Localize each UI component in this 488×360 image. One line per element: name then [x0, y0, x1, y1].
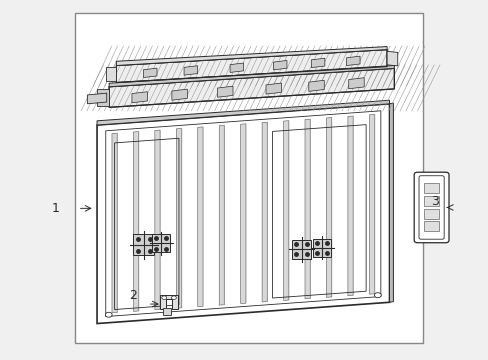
- FancyBboxPatch shape: [413, 172, 448, 243]
- Polygon shape: [183, 66, 197, 75]
- Polygon shape: [116, 46, 386, 66]
- Polygon shape: [368, 114, 374, 294]
- Polygon shape: [97, 89, 109, 105]
- Polygon shape: [197, 127, 203, 307]
- Circle shape: [105, 312, 112, 317]
- Polygon shape: [172, 89, 187, 100]
- Polygon shape: [143, 68, 157, 77]
- Bar: [313, 239, 331, 257]
- Polygon shape: [163, 308, 170, 315]
- Polygon shape: [305, 119, 309, 299]
- Text: 1: 1: [52, 202, 60, 215]
- Polygon shape: [97, 100, 389, 125]
- Polygon shape: [326, 118, 331, 297]
- Bar: [423, 221, 438, 231]
- Polygon shape: [265, 83, 281, 94]
- Bar: [292, 239, 311, 259]
- Polygon shape: [347, 116, 352, 296]
- Polygon shape: [87, 93, 106, 104]
- Polygon shape: [116, 50, 386, 82]
- Text: 2: 2: [129, 289, 137, 302]
- Polygon shape: [283, 121, 288, 300]
- Text: 3: 3: [430, 195, 439, 208]
- Circle shape: [162, 296, 166, 300]
- Polygon shape: [109, 68, 393, 107]
- Circle shape: [374, 293, 381, 298]
- Polygon shape: [389, 103, 393, 302]
- Polygon shape: [346, 56, 359, 66]
- Polygon shape: [273, 60, 286, 70]
- Polygon shape: [230, 63, 243, 72]
- Polygon shape: [109, 66, 393, 87]
- Circle shape: [171, 296, 176, 300]
- Polygon shape: [132, 92, 147, 103]
- Polygon shape: [219, 125, 224, 305]
- Polygon shape: [112, 133, 117, 313]
- Bar: [423, 208, 438, 219]
- Polygon shape: [176, 129, 181, 308]
- Polygon shape: [155, 130, 160, 310]
- Bar: [133, 234, 154, 255]
- Polygon shape: [240, 124, 245, 303]
- Polygon shape: [386, 51, 397, 66]
- Bar: [152, 234, 170, 252]
- Polygon shape: [348, 78, 364, 89]
- Bar: [75, 13, 423, 343]
- Polygon shape: [308, 80, 324, 91]
- Bar: [423, 183, 438, 193]
- Polygon shape: [160, 295, 178, 309]
- Bar: [423, 196, 438, 206]
- Polygon shape: [133, 132, 139, 311]
- Polygon shape: [97, 104, 389, 324]
- Polygon shape: [105, 67, 116, 81]
- Polygon shape: [217, 86, 232, 97]
- Polygon shape: [262, 122, 267, 302]
- Polygon shape: [311, 58, 324, 68]
